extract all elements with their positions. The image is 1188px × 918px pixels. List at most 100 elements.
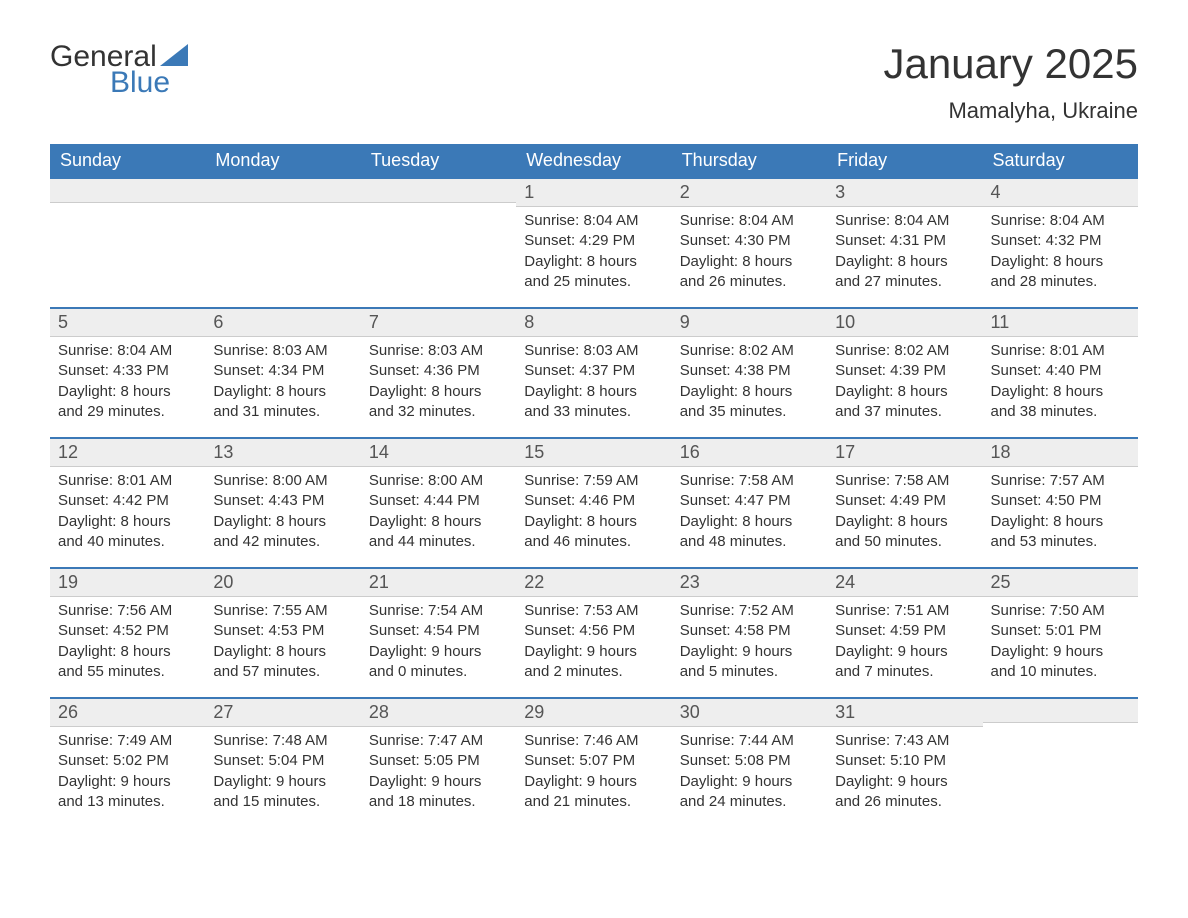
sunset-line: Sunset: 4:42 PM: [58, 491, 197, 511]
day-number-bar: [50, 177, 205, 203]
daylight-line-2: and 7 minutes.: [835, 662, 974, 682]
day-number: 20: [205, 567, 360, 597]
sunset-line: Sunset: 4:59 PM: [835, 621, 974, 641]
daylight-line-2: and 15 minutes.: [213, 792, 352, 812]
daylight-line-1: Daylight: 8 hours: [680, 252, 819, 272]
calendar-cell: [50, 177, 205, 307]
sunrise-line: Sunrise: 7:59 AM: [524, 471, 663, 491]
daylight-line-1: Daylight: 8 hours: [835, 512, 974, 532]
calendar-cell: 10Sunrise: 8:02 AMSunset: 4:39 PMDayligh…: [827, 307, 982, 437]
calendar-cell: 1Sunrise: 8:04 AMSunset: 4:29 PMDaylight…: [516, 177, 671, 307]
day-data: Sunrise: 7:58 AMSunset: 4:47 PMDaylight:…: [672, 467, 827, 562]
day-header: Thursday: [672, 144, 827, 177]
sunset-line: Sunset: 4:50 PM: [991, 491, 1130, 511]
sunset-line: Sunset: 4:49 PM: [835, 491, 974, 511]
sunset-line: Sunset: 5:05 PM: [369, 751, 508, 771]
day-data: Sunrise: 7:50 AMSunset: 5:01 PMDaylight:…: [983, 597, 1138, 692]
daylight-line-2: and 24 minutes.: [680, 792, 819, 812]
daylight-line-1: Daylight: 9 hours: [680, 642, 819, 662]
day-number: 4: [983, 177, 1138, 207]
day-header: Friday: [827, 144, 982, 177]
daylight-line-2: and 28 minutes.: [991, 272, 1130, 292]
calendar-cell: 12Sunrise: 8:01 AMSunset: 4:42 PMDayligh…: [50, 437, 205, 567]
sunrise-line: Sunrise: 8:04 AM: [835, 211, 974, 231]
daylight-line-2: and 50 minutes.: [835, 532, 974, 552]
day-number-bar: [205, 177, 360, 203]
daylight-line-2: and 5 minutes.: [680, 662, 819, 682]
daylight-line-2: and 46 minutes.: [524, 532, 663, 552]
calendar-cell: 28Sunrise: 7:47 AMSunset: 5:05 PMDayligh…: [361, 697, 516, 827]
day-data: Sunrise: 7:44 AMSunset: 5:08 PMDaylight:…: [672, 727, 827, 822]
calendar-cell: 6Sunrise: 8:03 AMSunset: 4:34 PMDaylight…: [205, 307, 360, 437]
sunrise-line: Sunrise: 7:55 AM: [213, 601, 352, 621]
daylight-line-1: Daylight: 8 hours: [213, 512, 352, 532]
day-number: 1: [516, 177, 671, 207]
calendar-cell: 22Sunrise: 7:53 AMSunset: 4:56 PMDayligh…: [516, 567, 671, 697]
day-number: 23: [672, 567, 827, 597]
calendar-cell: 7Sunrise: 8:03 AMSunset: 4:36 PMDaylight…: [361, 307, 516, 437]
calendar-cell: 13Sunrise: 8:00 AMSunset: 4:43 PMDayligh…: [205, 437, 360, 567]
daylight-line-1: Daylight: 8 hours: [835, 382, 974, 402]
daylight-line-1: Daylight: 8 hours: [213, 642, 352, 662]
daylight-line-2: and 33 minutes.: [524, 402, 663, 422]
day-number: 2: [672, 177, 827, 207]
daylight-line-2: and 38 minutes.: [991, 402, 1130, 422]
day-number: 3: [827, 177, 982, 207]
daylight-line-2: and 35 minutes.: [680, 402, 819, 422]
day-number: 26: [50, 697, 205, 727]
sunrise-line: Sunrise: 8:04 AM: [991, 211, 1130, 231]
sunrise-line: Sunrise: 7:52 AM: [680, 601, 819, 621]
day-number: 22: [516, 567, 671, 597]
sunrise-line: Sunrise: 7:51 AM: [835, 601, 974, 621]
sunrise-line: Sunrise: 7:58 AM: [680, 471, 819, 491]
day-data: Sunrise: 8:04 AMSunset: 4:33 PMDaylight:…: [50, 337, 205, 432]
page-title: January 2025: [883, 40, 1138, 88]
daylight-line-1: Daylight: 8 hours: [991, 252, 1130, 272]
sunrise-line: Sunrise: 7:46 AM: [524, 731, 663, 751]
day-number: 15: [516, 437, 671, 467]
daylight-line-2: and 42 minutes.: [213, 532, 352, 552]
calendar-cell: 16Sunrise: 7:58 AMSunset: 4:47 PMDayligh…: [672, 437, 827, 567]
day-number: 31: [827, 697, 982, 727]
sunset-line: Sunset: 4:53 PM: [213, 621, 352, 641]
sunset-line: Sunset: 4:38 PM: [680, 361, 819, 381]
daylight-line-2: and 31 minutes.: [213, 402, 352, 422]
daylight-line-2: and 48 minutes.: [680, 532, 819, 552]
day-data: Sunrise: 8:00 AMSunset: 4:44 PMDaylight:…: [361, 467, 516, 562]
day-data: Sunrise: 7:48 AMSunset: 5:04 PMDaylight:…: [205, 727, 360, 822]
calendar-cell: 30Sunrise: 7:44 AMSunset: 5:08 PMDayligh…: [672, 697, 827, 827]
calendar-cell: [983, 697, 1138, 827]
daylight-line-1: Daylight: 8 hours: [524, 252, 663, 272]
sunset-line: Sunset: 5:08 PM: [680, 751, 819, 771]
sunset-line: Sunset: 4:43 PM: [213, 491, 352, 511]
calendar-cell: 9Sunrise: 8:02 AMSunset: 4:38 PMDaylight…: [672, 307, 827, 437]
calendar-week: 26Sunrise: 7:49 AMSunset: 5:02 PMDayligh…: [50, 697, 1138, 827]
daylight-line-1: Daylight: 8 hours: [991, 382, 1130, 402]
daylight-line-2: and 27 minutes.: [835, 272, 974, 292]
calendar-week: 19Sunrise: 7:56 AMSunset: 4:52 PMDayligh…: [50, 567, 1138, 697]
calendar-cell: 23Sunrise: 7:52 AMSunset: 4:58 PMDayligh…: [672, 567, 827, 697]
sunset-line: Sunset: 4:36 PM: [369, 361, 508, 381]
day-number: 11: [983, 307, 1138, 337]
daylight-line-2: and 13 minutes.: [58, 792, 197, 812]
title-block: January 2025 Mamalyha, Ukraine: [883, 40, 1138, 124]
daylight-line-2: and 0 minutes.: [369, 662, 508, 682]
daylight-line-1: Daylight: 9 hours: [58, 772, 197, 792]
daylight-line-2: and 44 minutes.: [369, 532, 508, 552]
daylight-line-2: and 29 minutes.: [58, 402, 197, 422]
day-data: Sunrise: 8:01 AMSunset: 4:42 PMDaylight:…: [50, 467, 205, 562]
sunset-line: Sunset: 4:54 PM: [369, 621, 508, 641]
logo: General Blue: [50, 40, 188, 100]
sunset-line: Sunset: 4:34 PM: [213, 361, 352, 381]
day-data: Sunrise: 7:59 AMSunset: 4:46 PMDaylight:…: [516, 467, 671, 562]
day-data: Sunrise: 7:52 AMSunset: 4:58 PMDaylight:…: [672, 597, 827, 692]
day-number: 18: [983, 437, 1138, 467]
sunset-line: Sunset: 4:29 PM: [524, 231, 663, 251]
day-data: Sunrise: 7:58 AMSunset: 4:49 PMDaylight:…: [827, 467, 982, 562]
day-data: Sunrise: 8:04 AMSunset: 4:32 PMDaylight:…: [983, 207, 1138, 302]
calendar-cell: 31Sunrise: 7:43 AMSunset: 5:10 PMDayligh…: [827, 697, 982, 827]
sunset-line: Sunset: 4:31 PM: [835, 231, 974, 251]
day-header: Tuesday: [361, 144, 516, 177]
sunrise-line: Sunrise: 7:58 AM: [835, 471, 974, 491]
calendar-week: 12Sunrise: 8:01 AMSunset: 4:42 PMDayligh…: [50, 437, 1138, 567]
